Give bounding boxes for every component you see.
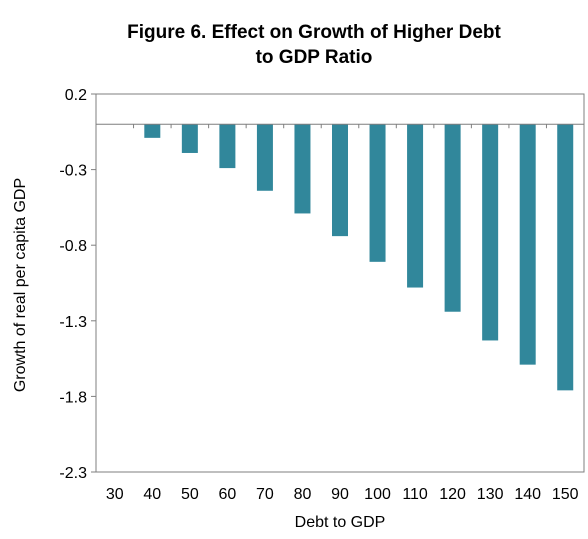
x-tick-label: 50 bbox=[181, 486, 199, 503]
y-tick-label: -2.3 bbox=[59, 465, 87, 482]
x-tick-label: 140 bbox=[514, 486, 541, 503]
chart-title-line2: to GDP Ratio bbox=[255, 47, 373, 68]
bar-110 bbox=[407, 124, 424, 288]
bar-130 bbox=[482, 124, 499, 341]
bar-40 bbox=[144, 124, 161, 138]
bar-100 bbox=[369, 124, 386, 262]
bar-140 bbox=[519, 124, 536, 365]
x-tick-label: 150 bbox=[552, 486, 579, 503]
chart-title-line1: Figure 6. Effect on Growth of Higher Deb… bbox=[127, 22, 501, 43]
x-tick-label: 100 bbox=[364, 486, 391, 503]
chart-title: Figure 6. Effect on Growth of Higher Deb… bbox=[40, 20, 588, 70]
x-tick-label: 80 bbox=[294, 486, 312, 503]
y-tick-label: -1.3 bbox=[59, 314, 87, 331]
bar-120 bbox=[444, 124, 461, 312]
y-axis-label: Growth of real per capita GDP bbox=[12, 178, 29, 392]
y-tick-label: 0.2 bbox=[65, 87, 87, 104]
bar-70 bbox=[256, 124, 273, 191]
y-tick-label: -1.8 bbox=[59, 389, 87, 406]
x-axis-label: Debt to GDP bbox=[295, 514, 386, 531]
x-tick-label: 40 bbox=[143, 486, 161, 503]
x-tick-label: 70 bbox=[256, 486, 274, 503]
x-tick-label: 30 bbox=[106, 486, 124, 503]
x-tick-label: 130 bbox=[477, 486, 504, 503]
bar-150 bbox=[557, 124, 574, 391]
y-tick-label: -0.8 bbox=[59, 238, 87, 255]
x-tick-label: 120 bbox=[439, 486, 466, 503]
x-tick-label: 60 bbox=[218, 486, 236, 503]
bar-60 bbox=[219, 124, 236, 169]
x-tick-label: 110 bbox=[402, 486, 428, 503]
bar-80 bbox=[294, 124, 311, 214]
bar-90 bbox=[332, 124, 348, 237]
y-tick-label: -0.3 bbox=[59, 163, 87, 180]
x-tick-label: 90 bbox=[331, 486, 349, 503]
bar-50 bbox=[181, 124, 198, 153]
